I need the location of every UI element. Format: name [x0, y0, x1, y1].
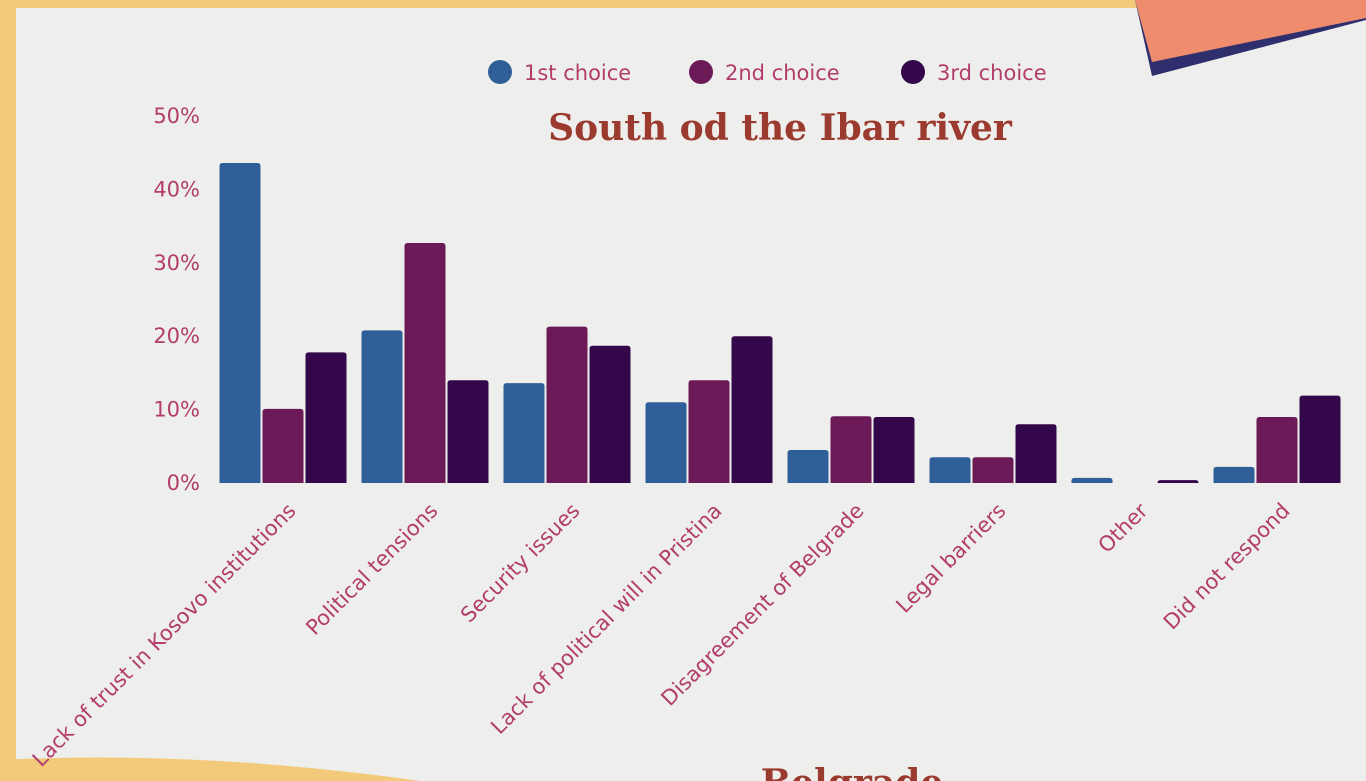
legend-label: 3rd choice	[937, 61, 1047, 85]
bar	[787, 449, 829, 483]
bar	[1015, 424, 1057, 483]
bar	[503, 383, 545, 483]
bar	[1299, 395, 1341, 483]
bar	[447, 380, 489, 483]
bar	[731, 336, 773, 483]
y-tick-label: 30%	[153, 251, 200, 275]
bar	[929, 457, 971, 483]
bar	[873, 416, 915, 483]
bar	[830, 416, 872, 483]
bar	[361, 330, 403, 483]
legend-label: 2nd choice	[725, 61, 840, 85]
y-tick-label: 50%	[153, 104, 200, 128]
y-tick-label: 40%	[153, 177, 200, 201]
bar	[262, 408, 304, 483]
bar	[645, 402, 687, 483]
y-tick-label: 20%	[153, 324, 200, 348]
bar	[404, 242, 446, 483]
chart-title: South od the Ibar river	[548, 107, 1013, 149]
legend-marker	[901, 60, 925, 84]
bar	[546, 326, 588, 483]
bar	[1213, 466, 1255, 483]
bar	[688, 380, 730, 483]
bar	[219, 162, 261, 483]
legend-label: 1st choice	[524, 61, 631, 85]
y-tick-label: 10%	[153, 398, 200, 422]
section-title: Belgrade	[761, 762, 944, 781]
bar	[305, 352, 347, 483]
bar	[589, 345, 631, 483]
y-tick-label: 0%	[167, 471, 200, 495]
decoration	[0, 757, 420, 781]
bar	[1157, 480, 1199, 483]
legend-marker	[689, 60, 713, 84]
bar	[1256, 416, 1298, 483]
decoration	[1135, 0, 1366, 62]
bar	[1071, 477, 1113, 483]
bar	[972, 457, 1014, 483]
legend-marker	[488, 60, 512, 84]
